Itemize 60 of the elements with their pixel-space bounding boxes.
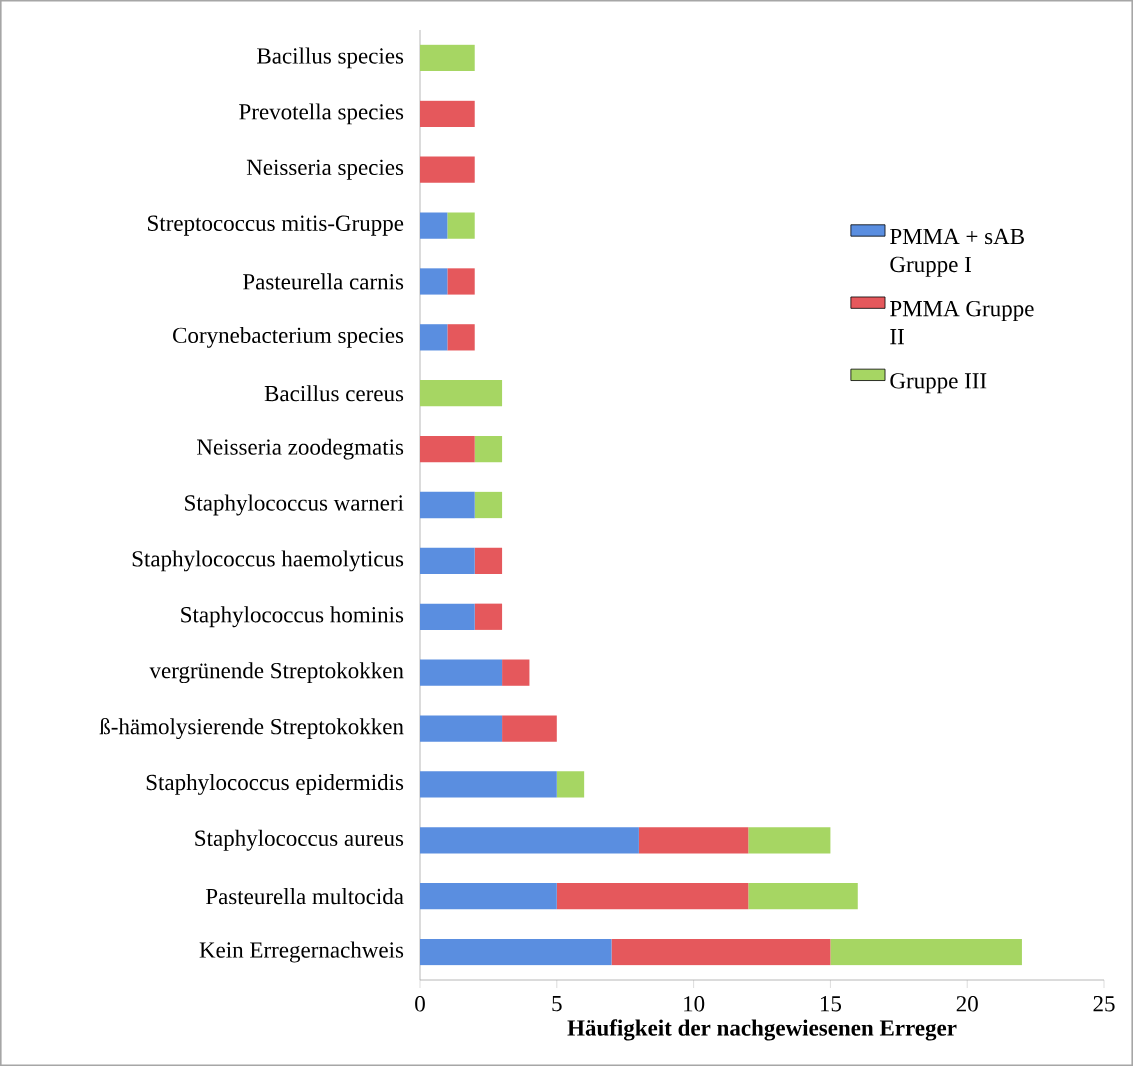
x-tick-label: 10 (684, 996, 705, 1012)
bar (420, 659, 503, 686)
y-tick-label: Pasteurella multocida (205, 888, 404, 905)
bar (474, 547, 503, 575)
bar (420, 771, 557, 798)
bar (502, 715, 557, 742)
bar (420, 603, 475, 630)
bar (420, 435, 475, 463)
bar (638, 827, 749, 854)
bar (447, 212, 475, 239)
bar (420, 827, 639, 854)
bar (420, 380, 503, 407)
x-tick-label: 0 (415, 996, 425, 1012)
bar (830, 938, 1022, 966)
bar (420, 156, 475, 183)
bar (420, 938, 612, 966)
x-tick-label: 25 (1093, 996, 1115, 1012)
bar (502, 659, 530, 686)
y-tick-label: Bacillus species (257, 47, 404, 69)
bar (420, 212, 448, 239)
y-tick-label: Staphylococcus hominis (181, 606, 404, 628)
bar (447, 268, 475, 295)
y-tick-label: Neisseria species (246, 159, 404, 180)
bar (420, 100, 475, 127)
y-tick-label: Staphylococcus haemolyticus (132, 550, 404, 572)
bar (420, 547, 475, 575)
y-tick-label: Pasteurella carnis (243, 273, 404, 290)
bar (420, 491, 475, 519)
bar (420, 268, 448, 295)
legend-label: Gruppe III (890, 373, 987, 394)
y-tick-label: Neisseria zoodegmatis (197, 438, 404, 460)
x-tick-label: 5 (552, 996, 562, 1012)
bar (556, 771, 585, 798)
y-tick-label: Staphylococcus warneri (185, 494, 404, 516)
bar (474, 491, 503, 519)
x-axis-title: Häufigkeit der nachgewiesenen Erreger (567, 1019, 957, 1041)
y-tick-label: Kein Erregernachweis (199, 941, 404, 963)
y-tick-label: Streptococcus mitis-Gruppe (148, 215, 404, 236)
bar (556, 883, 749, 910)
x-tick-label: 20 (956, 996, 978, 1012)
legend-label: PMMA + sAB Gruppe I (890, 228, 1024, 277)
y-tick-label: Prevotella species (239, 103, 404, 125)
x-tick-label: 15 (820, 996, 842, 1012)
y-tick-label: Corynebacterium species (173, 326, 404, 348)
y-tick-label: Bacillus cereus (264, 385, 404, 402)
bar (748, 827, 831, 854)
bar (474, 435, 503, 463)
bar (420, 883, 557, 910)
legend-label: PMMA Gruppe II (890, 300, 1034, 345)
bar (474, 603, 503, 630)
y-tick-label: vergrünende Streptokokken (149, 662, 404, 684)
bar (420, 324, 448, 351)
bar (611, 938, 831, 966)
y-tick-label: Staphylococcus aureus (195, 829, 404, 851)
bar (748, 883, 858, 910)
y-tick-label: ß-hämolysierende Streptokokken (99, 717, 404, 740)
bar (420, 715, 503, 742)
bar (420, 44, 475, 72)
y-tick-label: Staphylococcus epidermidis (146, 773, 404, 795)
bar (447, 324, 475, 351)
